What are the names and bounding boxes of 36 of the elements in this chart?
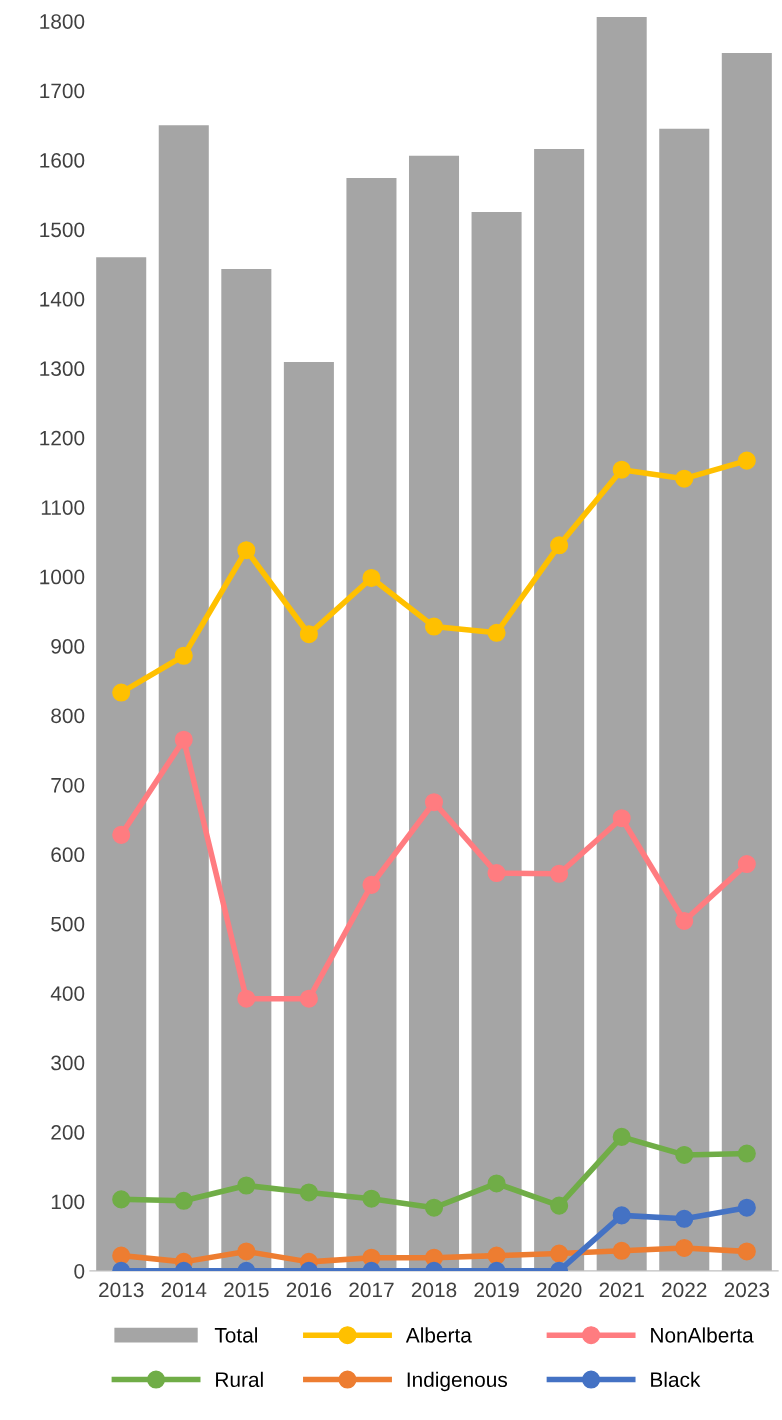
y-tick-label: 1300 [40, 361, 85, 377]
y-tick-label: 300 [51, 1055, 85, 1071]
y-tick-label: 700 [51, 777, 85, 793]
y-tick-label: 0 [74, 1263, 85, 1279]
x-tick-label: 2015 [224, 1282, 269, 1298]
x-tick-label: 2019 [474, 1282, 519, 1298]
y-tick-label: 1800 [40, 14, 85, 29]
y-tick-label: 500 [51, 916, 85, 932]
x-tick-label: 2022 [662, 1282, 707, 1298]
y-tick-label: 1500 [40, 222, 85, 238]
y-tick-label: 200 [51, 1125, 85, 1140]
legend-label: NonAlberta [651, 1327, 754, 1343]
x-tick-label: 2020 [537, 1282, 582, 1298]
legend-label: Black [651, 1371, 701, 1388]
y-tick-label: 1600 [40, 153, 85, 168]
x-tick-label: 2014 [161, 1282, 207, 1298]
y-tick-label: 400 [50, 986, 85, 1001]
y-tick-label: 900 [51, 639, 85, 654]
y-tick-label: 100 [51, 1194, 85, 1210]
legend-label: Indigenous [407, 1371, 508, 1392]
x-tick-label: 2021 [599, 1282, 644, 1298]
y-tick-label: 1000 [40, 569, 85, 585]
legend-label: Total [214, 1327, 257, 1343]
legend-label: Rural [216, 1371, 263, 1388]
x-tick-label: 2013 [99, 1282, 144, 1298]
x-tick-label: 2016 [286, 1282, 332, 1298]
y-tick-label: 1700 [40, 83, 85, 99]
x-tick-label: 2018 [411, 1282, 457, 1298]
y-tick-label: 1200 [40, 430, 85, 446]
y-tick-label: 800 [51, 708, 85, 724]
y-tick-label: 1400 [40, 291, 85, 307]
y-tick-label: 600 [51, 847, 85, 863]
y-tick-label: 1100 [41, 500, 85, 515]
legend-label: Alberta [405, 1327, 472, 1343]
x-tick-label: 2017 [349, 1282, 394, 1298]
x-tick-label: 2023 [724, 1282, 770, 1298]
